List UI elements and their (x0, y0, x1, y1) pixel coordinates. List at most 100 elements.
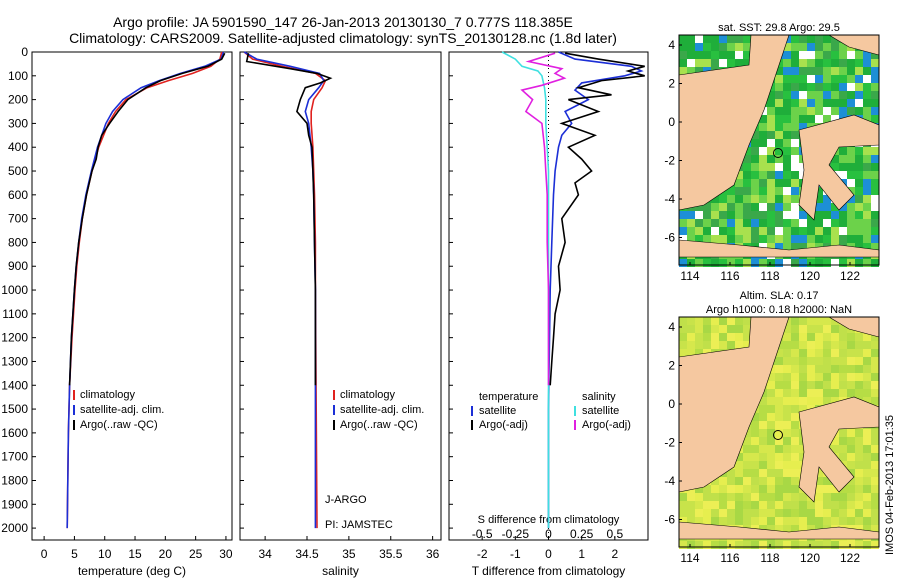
map-y-tick-label: 2 (668, 359, 675, 373)
map-cell (759, 227, 767, 235)
map-cell (711, 341, 719, 349)
map-title: Argo h1000: 0.18 h2000: NaN (706, 304, 852, 316)
map-cell (711, 35, 719, 43)
map-cell (815, 469, 823, 477)
map-cell (871, 147, 879, 155)
map-cell (767, 397, 775, 405)
map-cell (759, 501, 767, 509)
x-tick-label: -2 (477, 547, 488, 561)
map-cell (791, 429, 799, 437)
map-cell (751, 517, 759, 525)
map-cell (815, 43, 823, 51)
map-cell (751, 541, 759, 549)
map-cell (799, 51, 807, 59)
map-cell (783, 461, 791, 469)
map-cell (831, 365, 839, 373)
map-cell (831, 485, 839, 493)
map-cell (743, 469, 751, 477)
map-cell (839, 91, 847, 99)
series-line-1 (243, 51, 327, 529)
map-cell (831, 227, 839, 235)
map-cell (759, 397, 767, 405)
y-tick-label: 300 (8, 116, 28, 130)
map-cell (695, 227, 703, 235)
map-cell (831, 219, 839, 227)
map-cell (863, 107, 871, 115)
map-cell (815, 357, 823, 365)
map-cell (687, 259, 695, 267)
map-cell (783, 389, 791, 397)
map-cell (759, 437, 767, 445)
map-cell (703, 501, 711, 509)
map-cell (799, 373, 807, 381)
map-cell (815, 107, 823, 115)
map-cell (695, 317, 703, 325)
map-cell (799, 227, 807, 235)
legend-label: climatology (340, 389, 396, 401)
map-cell (695, 485, 703, 493)
map-cell (847, 333, 855, 341)
map-cell (791, 219, 799, 227)
map-cell (791, 325, 799, 333)
map-cell (767, 203, 775, 211)
map-cell (831, 67, 839, 75)
map-cell (679, 493, 687, 501)
map-cell (807, 517, 815, 525)
map-cell (727, 235, 735, 243)
map-cell (743, 203, 751, 211)
map-cell (703, 51, 711, 59)
map-cell (847, 349, 855, 357)
map-cell (863, 333, 871, 341)
map-cell (847, 211, 855, 219)
map-cell (831, 203, 839, 211)
map-cell (823, 203, 831, 211)
map-cell (759, 453, 767, 461)
map-cell (743, 171, 751, 179)
map-x-tick-label: 116 (720, 551, 739, 565)
map-cell (767, 195, 775, 203)
map-cell (727, 493, 735, 501)
map-cell (807, 381, 815, 389)
map-cell (791, 163, 799, 171)
map-cell (783, 91, 791, 99)
map-cell (687, 59, 695, 67)
map-cell (871, 99, 879, 107)
map-cell (743, 501, 751, 509)
map-cell (855, 187, 863, 195)
map-cell (735, 259, 743, 267)
map-cell (863, 429, 871, 437)
map-cell (775, 397, 783, 405)
map-cell (719, 259, 727, 267)
map-cell (735, 35, 743, 43)
y-tick-label: 100 (8, 69, 28, 83)
map-cell (839, 83, 847, 91)
map-cell (863, 341, 871, 349)
map-cell (823, 389, 831, 397)
map-cell (743, 43, 751, 51)
map-cell (751, 139, 759, 147)
x-tick-label: 36 (426, 547, 440, 561)
map-cell (807, 259, 815, 267)
map-cell (791, 99, 799, 107)
x-tick-label: 30 (219, 547, 233, 561)
map-cell (815, 477, 823, 485)
map-cell (863, 485, 871, 493)
map-cell (791, 43, 799, 51)
map-cell (767, 381, 775, 389)
map-cell (775, 155, 783, 163)
map-cell (847, 179, 855, 187)
map-cell (727, 341, 735, 349)
map-cell (855, 349, 863, 357)
x-tick-label: 34.5 (295, 547, 319, 561)
map-cell (767, 259, 775, 267)
map-cell (799, 525, 807, 533)
map-cell (871, 349, 879, 357)
map-cell (839, 211, 847, 219)
map-cell (815, 349, 823, 357)
map-cell (767, 413, 775, 421)
map-cell (703, 227, 711, 235)
map-cell (695, 219, 703, 227)
map-cell (863, 235, 871, 243)
map-cell (863, 147, 871, 155)
map-cell (839, 365, 847, 373)
